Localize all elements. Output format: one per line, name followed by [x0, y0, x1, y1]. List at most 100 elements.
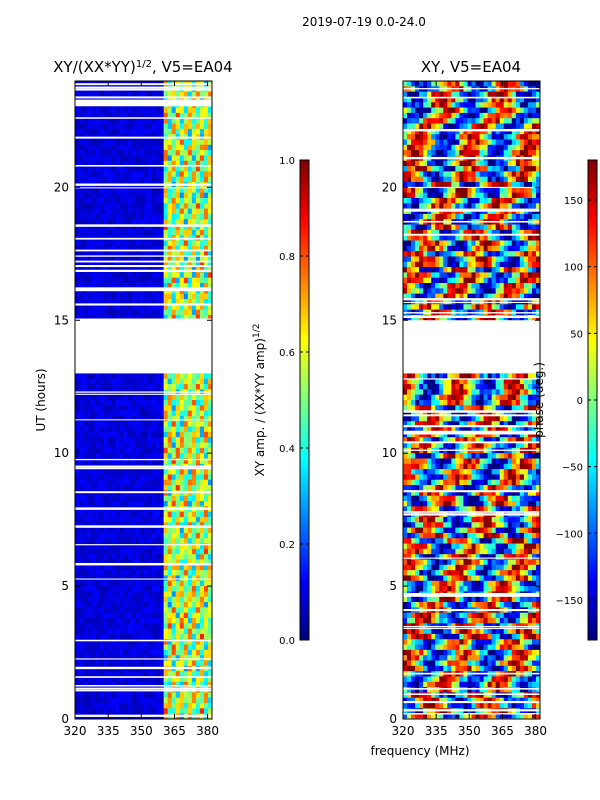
heatmap-cell: [135, 591, 140, 598]
heatmap-cell: [187, 644, 193, 651]
heatmap-cell: [175, 532, 181, 539]
heatmap-cell: [139, 617, 144, 624]
heatmap-cell: [175, 676, 181, 683]
heatmap-cell: [119, 708, 124, 715]
heatmap-cell: [195, 469, 201, 475]
heatmap-cell: [83, 421, 88, 427]
heatmap-cell: [115, 155, 120, 162]
heatmap-cell: [483, 166, 489, 172]
heatmap-cell: [195, 373, 201, 380]
heatmap-cell: [111, 538, 116, 544]
heatmap-cell: [167, 458, 173, 465]
heatmap-cell: [127, 586, 132, 592]
heatmap-cell: [135, 128, 140, 135]
heatmap-cell: [139, 203, 144, 209]
heatmap-cell: [471, 81, 476, 87]
heatmap-cell: [79, 660, 84, 667]
heatmap-cell: [87, 166, 92, 172]
heatmap-cell: [191, 405, 197, 412]
heatmap-cell: [139, 277, 144, 284]
heatmap-cell: [111, 384, 116, 390]
heatmap-cell: [203, 469, 209, 475]
heatmap-cell: [451, 128, 456, 135]
heatmap-cell: [91, 554, 96, 560]
heatmap-cell: [207, 251, 212, 257]
heatmap-cell: [87, 607, 92, 614]
heatmap-cell: [183, 543, 189, 550]
heatmap-cell: [435, 182, 440, 188]
heatmap-cell: [191, 479, 197, 486]
heatmap-cell: [119, 469, 124, 475]
heatmap-cell: [203, 373, 209, 380]
heatmap-cell: [203, 256, 209, 263]
heatmap-cell: [123, 197, 128, 204]
heatmap-cell: [115, 490, 120, 497]
heatmap-cell: [167, 304, 173, 311]
heatmap-cell: [123, 272, 128, 279]
heatmap-cell: [187, 469, 193, 475]
heatmap-cell: [491, 118, 497, 124]
heatmap-cell: [95, 548, 100, 555]
heatmap-cell: [79, 676, 84, 683]
heatmap-cell: [143, 591, 148, 598]
heatmap-cell: [83, 373, 88, 380]
heatmap-cell: [179, 687, 185, 693]
heatmap-cell: [111, 676, 116, 683]
heatmap-cell: [195, 453, 201, 459]
heatmap-cell: [499, 166, 505, 172]
heatmap-cell: [495, 107, 501, 114]
heatmap-cell: [155, 394, 161, 401]
heatmap-cell: [207, 602, 212, 608]
heatmap-cell: [159, 617, 165, 624]
heatmap-cell: [107, 543, 112, 550]
heatmap-cell: [527, 182, 533, 188]
heatmap-cell: [123, 543, 128, 550]
heatmap-cell: [151, 655, 156, 661]
heatmap-cell: [187, 112, 193, 119]
heatmap-cell: [195, 155, 201, 162]
heatmap-cell: [163, 293, 169, 300]
heatmap-cell: [147, 261, 152, 268]
heatmap-cell: [79, 139, 84, 146]
heatmap-cell: [179, 564, 185, 571]
heatmap-cell: [203, 410, 209, 417]
heatmap-cell: [155, 522, 161, 528]
heatmap-cell: [135, 256, 140, 263]
heatmap-cell: [107, 681, 112, 688]
heatmap-cell: [111, 91, 116, 98]
heatmap-cell: [191, 660, 197, 667]
heatmap-cell: [503, 96, 509, 103]
heatmap-cell: [419, 102, 424, 108]
heatmap-cell: [203, 309, 209, 316]
heatmap-cell: [123, 527, 128, 534]
heatmap-cell: [95, 522, 100, 528]
heatmap-cell: [159, 261, 165, 268]
heatmap-cell: [183, 437, 189, 443]
heatmap-cell: [163, 660, 169, 667]
heatmap-cell: [171, 617, 177, 624]
heatmap-cell: [467, 91, 472, 98]
heatmap-cell: [115, 394, 120, 401]
heatmap-cell: [199, 203, 205, 209]
heatmap-cell: [127, 128, 132, 135]
heatmap-cell: [91, 660, 96, 667]
heatmap-cell: [151, 197, 156, 204]
heatmap-cell: [175, 261, 181, 268]
heatmap-cell: [423, 112, 428, 119]
heatmap-cell: [147, 176, 152, 183]
heatmap-cell: [139, 628, 144, 635]
heatmap-cell: [187, 245, 193, 252]
heatmap-cell: [95, 421, 100, 427]
heatmap-cell: [123, 229, 128, 236]
heatmap-cell: [119, 538, 124, 544]
heatmap-cell: [119, 655, 124, 661]
heatmap-cell: [467, 150, 472, 156]
heatmap-cell: [515, 107, 521, 114]
heatmap-cell: [175, 293, 181, 300]
heatmap-cell: [175, 426, 181, 433]
heatmap-cell: [459, 160, 464, 167]
amplitude-colorbar-frame: [299, 159, 310, 641]
heatmap-cell: [191, 118, 197, 124]
heatmap-cell: [199, 229, 205, 236]
heatmap-cell: [431, 107, 436, 114]
